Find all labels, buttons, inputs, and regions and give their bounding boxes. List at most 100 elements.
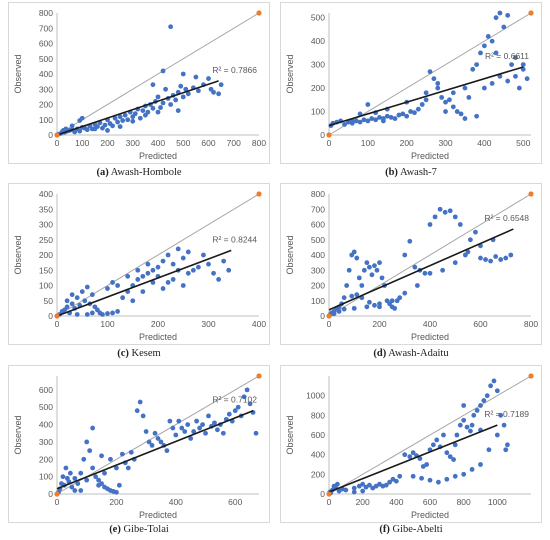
data-point [361,267,367,273]
data-point [155,264,161,270]
data-point [469,422,475,428]
r-squared-label: R² = 0.6548 [484,213,529,223]
caption-f: (f) Gibe-Abelti [379,524,443,535]
data-point [155,109,161,115]
x-tick-label: 400 [423,319,437,329]
chart-e: 0 200 400 600 0 100 200 300 400 500 600 Predicted Ob… [13,373,262,520]
y-tick-label: 0 [320,311,325,321]
x-tick-label: 600 [423,497,437,507]
data-point [351,305,357,311]
data-point [419,102,425,107]
data-point [369,116,375,121]
y-tick-label: 600 [311,430,325,440]
x-tick-label: 300 [126,138,140,148]
y-tick-label: 500 [311,13,325,23]
data-point [206,413,211,419]
data-point [412,110,417,116]
data-point [125,273,131,279]
y-tick-label: 200 [39,250,53,260]
data-point [474,113,480,119]
data-point [364,304,370,310]
data-point [443,99,448,105]
data-point [372,302,377,308]
data-point [63,126,69,132]
y-tick-label: 100 [39,115,53,125]
data-point [423,90,429,96]
data-point [96,477,101,483]
data-point [461,471,467,477]
x-tick-label: 400 [169,497,183,507]
data-point [478,50,483,56]
data-point [150,82,156,88]
data-point [134,408,140,414]
data-point [505,12,511,18]
y-tick-label: 600 [311,220,325,230]
data-point [447,97,452,103]
x-tick-label: 400 [389,497,403,507]
data-point [481,398,487,403]
data-point [152,430,158,436]
y-tick-label: 200 [39,100,53,110]
y-tick-label: 200 [311,469,325,479]
data-point [360,488,366,494]
panel-b: 0 100 200 300 400 500 0 100 200 300 400 500 Predicte… [280,2,542,164]
data-point [84,439,90,445]
data-point [481,85,487,91]
data-point [69,292,75,298]
data-point [457,422,463,428]
data-point [175,246,181,252]
data-point [120,118,126,123]
data-point [367,299,372,305]
data-point [185,91,191,97]
data-point [478,462,483,467]
chart-c: 0 100 200 300 400 0 50 100 150 200 250 300 350 400 Pre… [13,189,266,342]
data-point [135,267,141,273]
data-point [354,292,360,298]
data-point [365,102,371,107]
y-tick-label: 300 [39,84,53,94]
data-point [218,82,224,88]
x-tick-label: 200 [109,497,123,507]
data-point [188,436,194,441]
data-point [235,404,241,410]
data-point [380,118,386,124]
data-point [383,482,389,488]
y-axis-title: Observed [285,415,295,454]
data-point [140,108,146,113]
data-point [498,257,504,262]
data-point [102,470,107,476]
data-point [150,105,156,111]
data-point [120,295,126,301]
data-point [346,267,352,273]
data-point [471,412,477,418]
data-point [173,97,179,103]
data-point [117,114,123,120]
data-point [431,76,437,82]
x-tick-label: 0 [55,319,60,329]
data-point [466,95,472,100]
data-point [64,304,70,310]
data-point [69,484,75,490]
data-point [170,261,176,267]
data-point [175,108,181,113]
data-point [197,425,202,431]
y-tick-label: 200 [311,281,325,291]
data-point [396,112,402,118]
data-point [160,258,166,264]
data-point [461,403,467,408]
data-point [108,456,113,462]
data-point [135,277,141,282]
caption-d: (d) Awash-Adaitu [373,348,449,359]
data-point [488,258,493,264]
x-axis-title: Predicted [411,332,449,342]
data-point [84,284,90,290]
x-tick-label: 300 [201,319,215,329]
data-point [180,255,186,261]
data-point [423,97,429,103]
data-point [130,298,136,304]
data-point [434,437,440,443]
data-point [117,124,123,130]
data-point [155,94,161,100]
y-tick-label: 300 [311,60,325,70]
data-point [474,62,480,68]
